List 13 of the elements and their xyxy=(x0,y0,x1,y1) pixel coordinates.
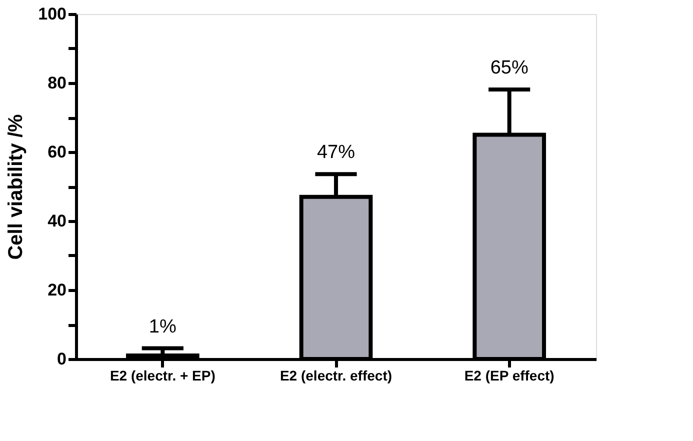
x-tick-label: E2 (EP effect) xyxy=(464,368,554,384)
y-tick-label: 40 xyxy=(48,212,66,230)
y-tick-label: 60 xyxy=(48,142,66,162)
y-tick-label: 20 xyxy=(48,280,66,300)
data-label: 1% xyxy=(148,316,176,338)
y-axis-title: Cell viability /% xyxy=(5,114,28,260)
data-label: 47% xyxy=(316,142,356,164)
x-tick-label: E2 (electr. effect) xyxy=(280,368,392,384)
data-label: 65% xyxy=(490,58,528,79)
y-tick-label: 100 xyxy=(38,4,66,24)
y-tick-label: 0 xyxy=(57,350,66,368)
y-tick-label: 80 xyxy=(48,74,66,92)
x-tick-label: E2 (electr. + EP) xyxy=(110,368,216,384)
